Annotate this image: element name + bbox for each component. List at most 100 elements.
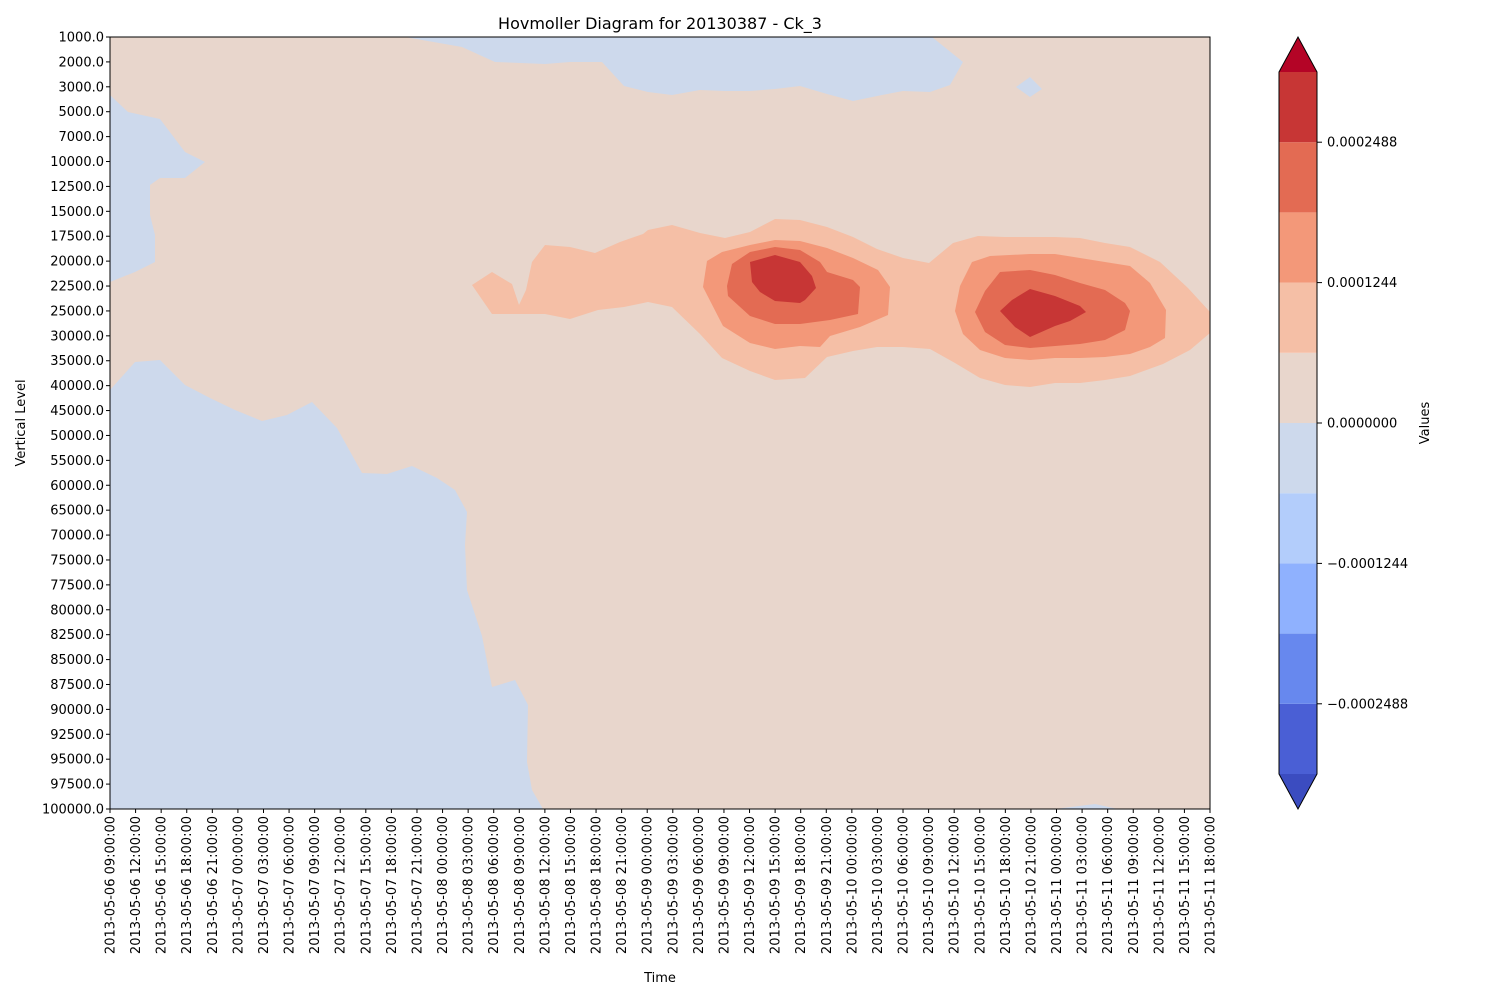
x-tick-label: 2013-05-08 06:00:00 xyxy=(487,816,502,954)
y-tick-label: 3000.0 xyxy=(59,80,105,95)
colorbar-tick-label: 0.0001244 xyxy=(1327,276,1397,291)
colorbar-segment xyxy=(1279,282,1317,353)
y-tick-label: 77500.0 xyxy=(50,578,104,593)
x-tick-label: 2013-05-06 15:00:00 xyxy=(155,816,170,954)
y-tick-label: 7000.0 xyxy=(59,130,105,145)
colorbar-outline xyxy=(1278,35,1318,811)
y-tick-label: 10000.0 xyxy=(50,155,104,170)
contour-negative-bottom-right xyxy=(1055,804,1118,809)
colorbar-segment xyxy=(1279,633,1317,704)
x-tick-label: 2013-05-10 03:00:00 xyxy=(871,816,886,954)
y-axis: 1000.0 2000.0 3000.0 5000.0 7000.0 10000.0 125… xyxy=(42,31,110,818)
x-tick-label: 2013-05-06 18:00:00 xyxy=(180,816,195,954)
plot-frame xyxy=(109,36,1211,810)
x-tick-label: 2013-05-09 12:00:00 xyxy=(743,816,758,954)
y-tick-label: 25000.0 xyxy=(50,304,104,319)
contour-plot-area xyxy=(109,36,1211,810)
y-tick-label: 50000.0 xyxy=(50,429,104,444)
x-tick-label: 2013-05-08 09:00:00 xyxy=(513,816,528,954)
colorbar-extend-under xyxy=(1279,774,1317,809)
colorbar-segment xyxy=(1279,142,1317,213)
x-tick-label: 2013-05-10 18:00:00 xyxy=(999,816,1014,954)
y-tick-label: 60000.0 xyxy=(50,479,104,494)
contour-negative-small-patch xyxy=(1016,77,1042,97)
x-tick-label: 2013-05-07 09:00:00 xyxy=(308,816,323,954)
x-tick-label: 2013-05-11 03:00:00 xyxy=(1076,816,1091,954)
x-tick-label: 2013-05-10 09:00:00 xyxy=(922,816,937,954)
y-tick-label: 70000.0 xyxy=(50,529,104,544)
x-tick-label: 2013-05-10 12:00:00 xyxy=(948,816,963,954)
y-tick-label: 100000.0 xyxy=(42,803,104,818)
y-tick-label: 5000.0 xyxy=(59,105,105,120)
x-tick-label: 2013-05-07 15:00:00 xyxy=(359,816,374,954)
y-tick-label: 90000.0 xyxy=(50,703,104,718)
y-tick-label: 85000.0 xyxy=(50,653,104,668)
contour-level-0.0002488-to-0.000311-b xyxy=(1000,289,1086,337)
x-tick-label: 2013-05-08 03:00:00 xyxy=(462,816,477,954)
colorbar-segment xyxy=(1279,352,1317,423)
x-tick-label: 2013-05-11 12:00:00 xyxy=(1152,816,1167,954)
colorbar-label: Values xyxy=(1418,402,1433,445)
chart-title: Hovmoller Diagram for 20130387 - Ck_3 xyxy=(498,14,822,34)
y-tick-label: 12500.0 xyxy=(50,180,104,195)
x-tick-label: 2013-05-09 15:00:00 xyxy=(769,816,784,954)
contour-negative-lower-left xyxy=(110,360,543,809)
x-tick-label: 2013-05-10 06:00:00 xyxy=(897,816,912,954)
y-tick-label: 75000.0 xyxy=(50,553,104,568)
x-tick-label: 2013-05-10 15:00:00 xyxy=(973,816,988,954)
contour-negative-top xyxy=(405,37,963,101)
y-tick-label: 2000.0 xyxy=(59,55,105,70)
x-tick-label: 2013-05-11 18:00:00 xyxy=(1204,816,1219,954)
y-tick-label: 65000.0 xyxy=(50,504,104,519)
colorbar-extend-over xyxy=(1279,37,1317,72)
x-tick-label: 2013-05-07 21:00:00 xyxy=(410,816,425,954)
x-tick-label: 2013-05-07 12:00:00 xyxy=(334,816,349,954)
x-tick-label: 2013-05-09 06:00:00 xyxy=(692,816,707,954)
y-tick-label: 30000.0 xyxy=(50,329,104,344)
x-tick-label: 2013-05-11 09:00:00 xyxy=(1127,816,1142,954)
y-tick-label: 97500.0 xyxy=(50,778,104,793)
x-tick-label: 2013-05-06 09:00:00 xyxy=(104,816,119,954)
x-tick-label: 2013-05-07 03:00:00 xyxy=(257,816,272,954)
x-tick-label: 2013-05-09 21:00:00 xyxy=(820,816,835,954)
x-tick-label: 2013-05-08 21:00:00 xyxy=(615,816,630,954)
x-tick-label: 2013-05-09 03:00:00 xyxy=(666,816,681,954)
colorbar-segment xyxy=(1279,703,1317,774)
x-tick-label: 2013-05-07 18:00:00 xyxy=(385,816,400,954)
colorbar-tick-label: 0.0000000 xyxy=(1327,417,1397,432)
contour-negative-upper-left xyxy=(110,95,205,282)
y-tick-label: 82500.0 xyxy=(50,628,104,643)
colorbar-tick-label: −0.0002488 xyxy=(1327,697,1408,712)
y-tick-label: 92500.0 xyxy=(50,728,104,743)
colorbar-tick-label: −0.0001244 xyxy=(1327,557,1408,572)
x-tick-label: 2013-05-08 00:00:00 xyxy=(436,816,451,954)
x-tick-label: 2013-05-09 00:00:00 xyxy=(641,816,656,954)
y-tick-label: 55000.0 xyxy=(50,454,104,469)
x-axis: 2013-05-06 09:00:00 2013-05-06 12:00:00 20… xyxy=(104,809,1219,954)
colorbar-tick-label: 0.0002488 xyxy=(1327,136,1397,151)
x-tick-label: 2013-05-08 15:00:00 xyxy=(564,816,579,954)
y-tick-label: 22500.0 xyxy=(50,280,104,295)
x-tick-label: 2013-05-08 12:00:00 xyxy=(538,816,553,954)
colorbar-segment xyxy=(1279,423,1317,494)
y-tick-label: 40000.0 xyxy=(50,379,104,394)
colorbar-segment xyxy=(1279,72,1317,143)
colorbar-segment xyxy=(1279,563,1317,634)
y-tick-label: 15000.0 xyxy=(50,205,104,220)
x-tick-label: 2013-05-11 15:00:00 xyxy=(1178,816,1193,954)
x-tick-label: 2013-05-10 00:00:00 xyxy=(845,816,860,954)
colorbar-segment xyxy=(1279,212,1317,283)
x-tick-label: 2013-05-06 21:00:00 xyxy=(206,816,221,954)
y-axis-label: Vertical Level xyxy=(14,379,29,466)
x-tick-label: 2013-05-07 06:00:00 xyxy=(283,816,298,954)
x-axis-label: Time xyxy=(643,971,676,986)
x-tick-label: 2013-05-09 18:00:00 xyxy=(794,816,809,954)
x-tick-label: 2013-05-06 12:00:00 xyxy=(129,816,144,954)
y-tick-label: 87500.0 xyxy=(50,678,104,693)
contour-level-0.0002488-to-0.000311-a xyxy=(750,255,816,303)
colorbar-segment xyxy=(1279,493,1317,564)
colorbar: 0.0002488 0.0001244 0.0000000 −0.0001244 −0.… xyxy=(1278,35,1408,811)
x-tick-label: 2013-05-09 09:00:00 xyxy=(717,816,732,954)
y-tick-label: 45000.0 xyxy=(50,404,104,419)
